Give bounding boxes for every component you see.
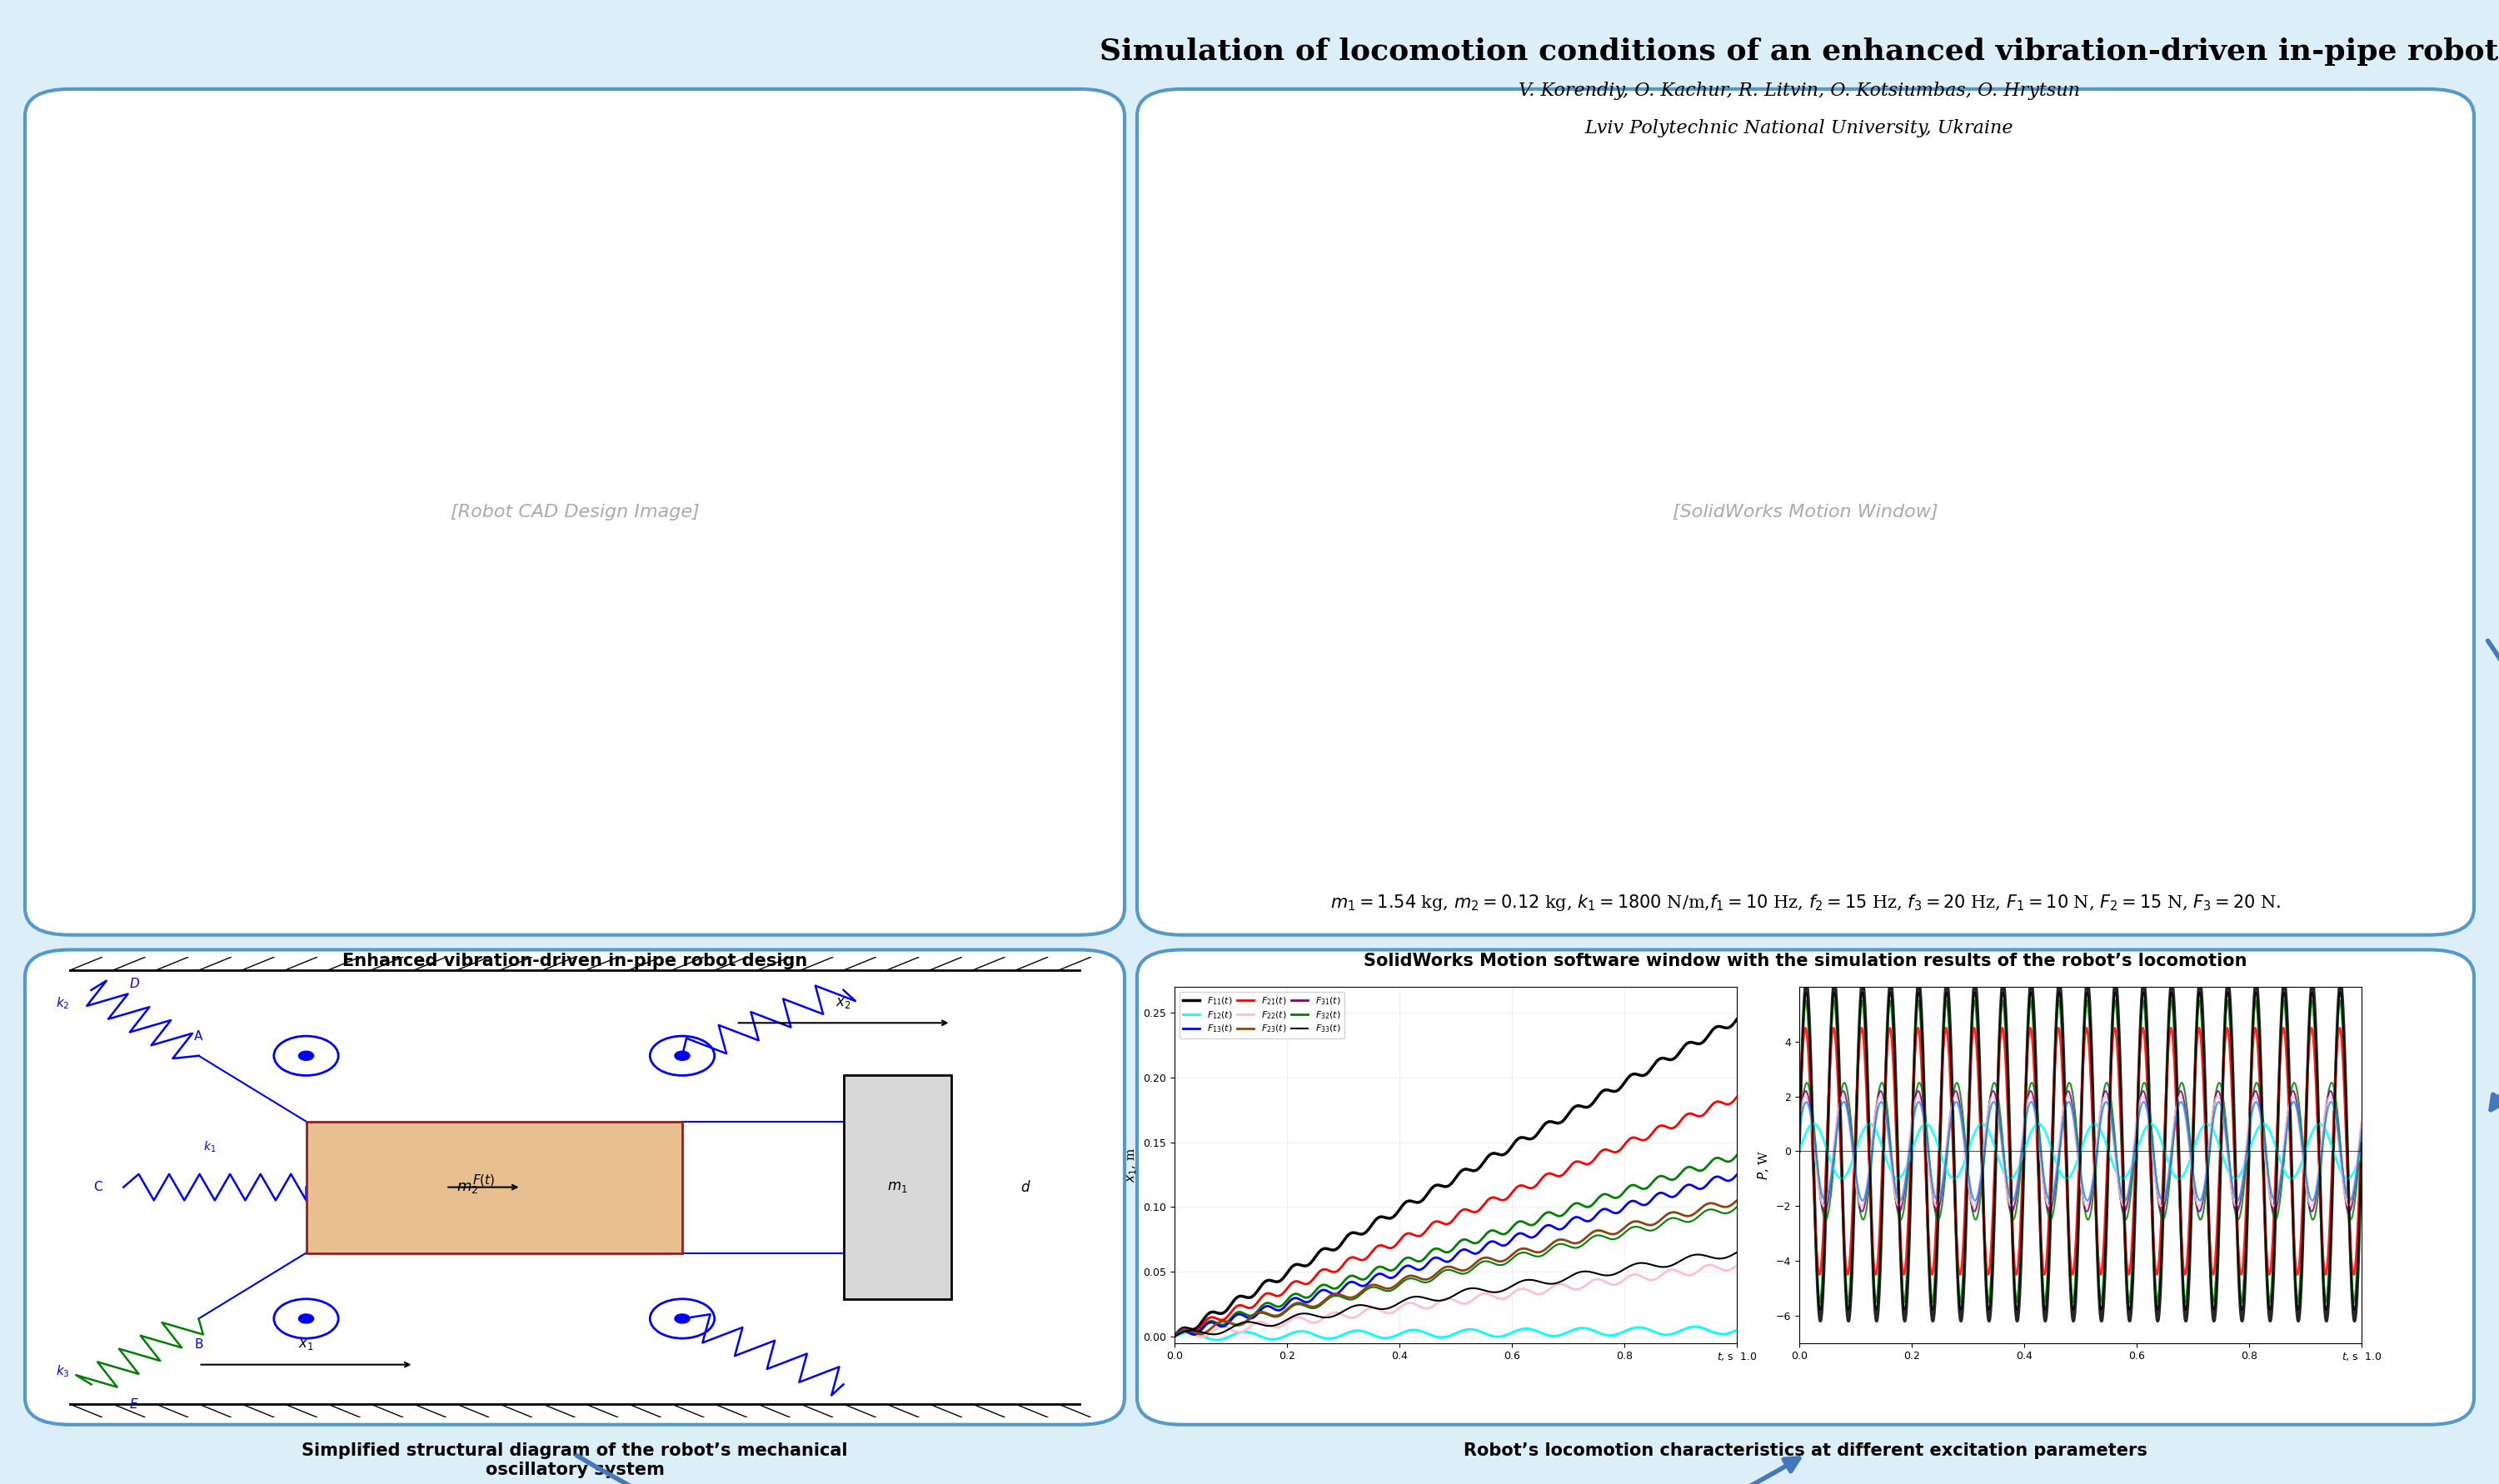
Circle shape: [297, 1051, 315, 1061]
Text: [Robot CAD Design Image]: [Robot CAD Design Image]: [450, 503, 700, 521]
FancyArrowPatch shape: [577, 1456, 1799, 1484]
Text: $x_2$: $x_2$: [835, 996, 852, 1009]
Text: $k_1$: $k_1$: [202, 1140, 215, 1155]
FancyBboxPatch shape: [1137, 950, 2474, 1425]
Y-axis label: $x_1$, m: $x_1$, m: [1125, 1147, 1140, 1183]
FancyBboxPatch shape: [842, 1076, 950, 1298]
Legend: $F_{11}(t)$, $F_{12}(t)$, $F_{13}(t)$, $F_{21}(t)$, $F_{22}(t)$, $F_{23}(t)$, $F: $F_{11}(t)$, $F_{12}(t)$, $F_{13}(t)$, $…: [1180, 991, 1344, 1039]
Circle shape: [675, 1313, 690, 1324]
Text: Lviv Polytechnic National University, Ukraine: Lviv Polytechnic National University, Uk…: [1584, 119, 2014, 137]
Text: Simplified structural diagram of the robot’s mechanical
oscillatory system: Simplified structural diagram of the rob…: [302, 1442, 847, 1478]
Text: $d$: $d$: [1020, 1180, 1032, 1195]
Text: A: A: [195, 1030, 202, 1043]
FancyArrowPatch shape: [2489, 641, 2499, 1110]
Text: SolidWorks Motion software window with the simulation results of the robot’s loc: SolidWorks Motion software window with t…: [1364, 953, 2247, 969]
Text: B: B: [195, 1339, 202, 1350]
Text: $k_2$: $k_2$: [55, 996, 70, 1011]
Circle shape: [297, 1313, 315, 1324]
Text: V. Korendiy, O. Kachur, R. Litvin, O. Kotsiumbas, O. Hrytsun: V. Korendiy, O. Kachur, R. Litvin, O. Ko…: [1519, 82, 2079, 99]
Text: $F(t)$: $F(t)$: [472, 1172, 495, 1187]
Text: [SolidWorks Motion Window]: [SolidWorks Motion Window]: [1672, 503, 1939, 521]
Text: Simulation of locomotion conditions of an enhanced vibration-driven in-pipe robo: Simulation of locomotion conditions of a…: [1100, 37, 2499, 65]
FancyBboxPatch shape: [305, 1122, 682, 1252]
Text: O: O: [317, 1175, 327, 1187]
FancyBboxPatch shape: [1137, 89, 2474, 935]
Text: $x_1$: $x_1$: [297, 1337, 315, 1352]
Text: $E$: $E$: [130, 1398, 140, 1411]
Text: Robot’s locomotion characteristics at different excitation parameters: Robot’s locomotion characteristics at di…: [1464, 1442, 2147, 1459]
Text: $m_1$: $m_1$: [887, 1180, 907, 1195]
FancyBboxPatch shape: [25, 950, 1125, 1425]
Y-axis label: $P$, W: $P$, W: [1757, 1150, 1772, 1180]
FancyBboxPatch shape: [25, 89, 1125, 935]
Text: $k_3$: $k_3$: [55, 1364, 70, 1379]
Circle shape: [675, 1051, 690, 1061]
Text: C: C: [92, 1181, 102, 1193]
Text: $m_1 = 1.54$ kg, $m_2 = 0.12$ kg, $k_1 = 1800$ N/m,$f_1 = 10$ Hz, $f_2 = 15$ Hz,: $m_1 = 1.54$ kg, $m_2 = 0.12$ kg, $k_1 =…: [1329, 893, 2282, 913]
Text: $m_2$: $m_2$: [457, 1180, 477, 1195]
Text: Enhanced vibration-driven in-pipe robot design: Enhanced vibration-driven in-pipe robot …: [342, 953, 807, 969]
Text: $D$: $D$: [130, 976, 140, 990]
